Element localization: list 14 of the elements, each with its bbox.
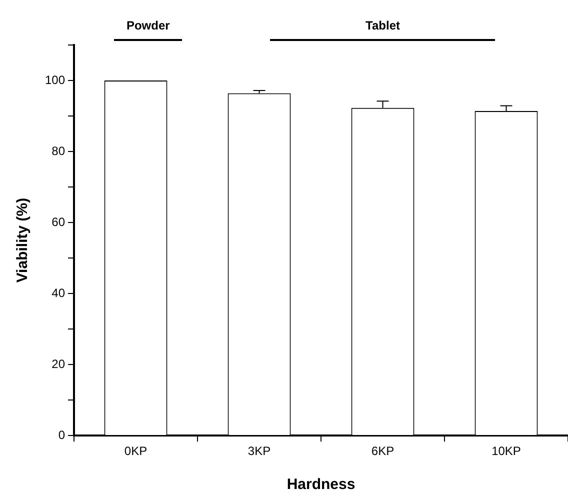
y-tick-label: 80 bbox=[52, 144, 66, 158]
y-axis-title: Viability (%) bbox=[14, 198, 32, 283]
y-tick-label: 100 bbox=[44, 72, 66, 87]
text: Tablet bbox=[366, 18, 400, 32]
x-axis-title: Hardness bbox=[286, 476, 356, 494]
x-tick-label: 0KP bbox=[124, 444, 148, 458]
x-tick-label: 3KP bbox=[248, 444, 271, 458]
x-tick-label: 10KP bbox=[492, 444, 521, 458]
text: Powder bbox=[126, 18, 170, 32]
y-tick-label: 60 bbox=[52, 214, 66, 229]
y-tick-label: 0 bbox=[58, 428, 66, 442]
y-tick-label: 20 bbox=[52, 356, 66, 371]
x-tick-label: 6KP bbox=[371, 444, 394, 458]
y-tick-label: 40 bbox=[52, 286, 66, 300]
